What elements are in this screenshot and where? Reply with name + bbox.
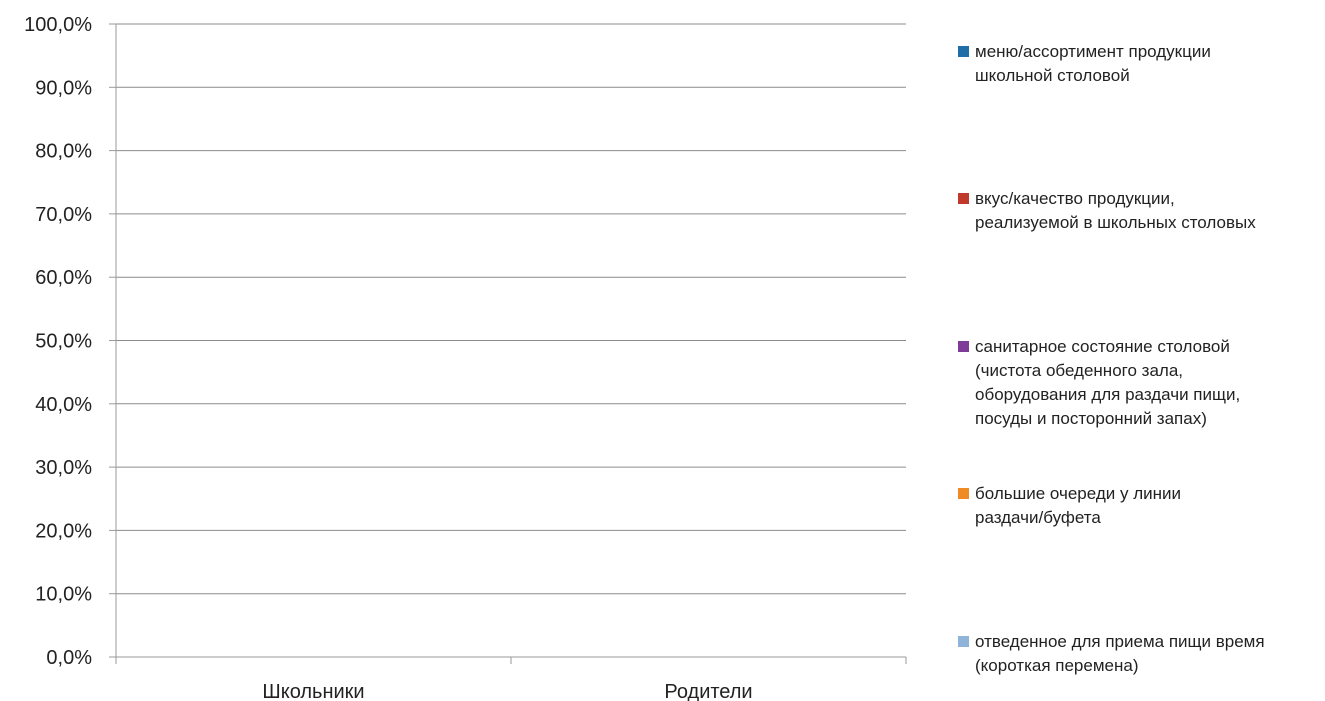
y-tick-label: 0,0% bbox=[46, 647, 92, 669]
y-tick-label: 40,0% bbox=[35, 394, 92, 416]
y-tick-label: 30,0% bbox=[35, 457, 92, 479]
y-tick-label: 100,0% bbox=[24, 14, 92, 36]
y-tick-label: 60,0% bbox=[35, 267, 92, 289]
legend-label-taste: вкус/качество продукции, реализуемой в ш… bbox=[975, 189, 1256, 232]
legend-label-menu: меню/ассортимент продукции школьной стол… bbox=[975, 42, 1211, 85]
legend-swatch-taste bbox=[958, 193, 969, 204]
legend-item-taste: вкус/качество продукции, реализуемой в ш… bbox=[958, 187, 1256, 235]
gridlines bbox=[109, 23, 906, 658]
legend-swatch-meal-time bbox=[958, 636, 969, 647]
legend: меню/ассортимент продукции школьной стол… bbox=[958, 0, 1325, 701]
legend-swatch-sanitary bbox=[958, 341, 969, 352]
legend-label-meal-time: отведенное для приема пищи время (коротк… bbox=[975, 632, 1265, 675]
legend-item-meal-time: отведенное для приема пищи время (коротк… bbox=[958, 630, 1265, 678]
x-tick-label: Родители bbox=[664, 681, 752, 701]
legend-item-menu: меню/ассортимент продукции школьной стол… bbox=[958, 40, 1211, 88]
legend-label-queues: большие очереди у линии раздачи/буфета bbox=[975, 484, 1181, 527]
y-tick-label: 70,0% bbox=[35, 204, 92, 226]
legend-swatch-menu bbox=[958, 46, 969, 57]
chart-plot: 0,0% 10,0% 20,0% 30,0% 40,0% 50,0% 60,0% 70,0% 8… bbox=[24, 14, 907, 701]
x-axis-tick-labels: Школьники Родители bbox=[262, 681, 752, 701]
legend-label-sanitary: санитарное состояние столовой (чистота о… bbox=[975, 337, 1241, 428]
y-tick-label: 50,0% bbox=[35, 331, 92, 353]
y-tick-label: 90,0% bbox=[35, 77, 92, 99]
y-tick-label: 80,0% bbox=[35, 141, 92, 163]
legend-item-sanitary: санитарное состояние столовой (чистота о… bbox=[958, 335, 1240, 431]
legend-swatch-queues bbox=[958, 488, 969, 499]
legend-item-queues: большие очереди у линии раздачи/буфета bbox=[958, 482, 1181, 530]
x-axis-ticks bbox=[115, 657, 907, 664]
y-tick-label: 10,0% bbox=[35, 584, 92, 606]
x-tick-label: Школьники bbox=[262, 681, 364, 701]
y-axis-tick-labels: 0,0% 10,0% 20,0% 30,0% 40,0% 50,0% 60,0% 70,0% 8… bbox=[24, 14, 92, 669]
y-tick-label: 20,0% bbox=[35, 520, 92, 542]
